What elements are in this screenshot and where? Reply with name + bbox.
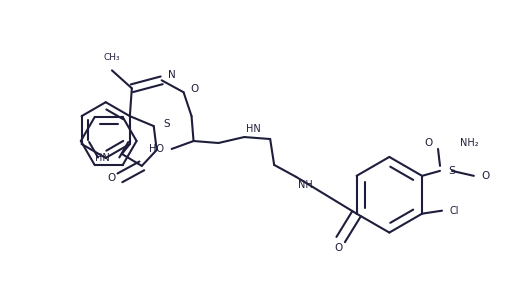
Text: NH₂: NH₂ xyxy=(460,138,479,148)
Text: O: O xyxy=(335,244,343,253)
Text: NH: NH xyxy=(298,180,313,190)
Text: S: S xyxy=(164,119,170,129)
Text: HN: HN xyxy=(95,153,110,163)
Text: HO: HO xyxy=(149,144,164,154)
Text: O: O xyxy=(482,171,490,181)
Text: O: O xyxy=(108,173,116,183)
Text: CH₃: CH₃ xyxy=(103,53,120,62)
Text: S: S xyxy=(448,166,455,176)
Text: O: O xyxy=(191,84,199,94)
Text: Cl: Cl xyxy=(450,206,459,216)
Text: N: N xyxy=(168,70,175,80)
Text: O: O xyxy=(424,138,432,148)
Text: HN: HN xyxy=(246,124,261,134)
